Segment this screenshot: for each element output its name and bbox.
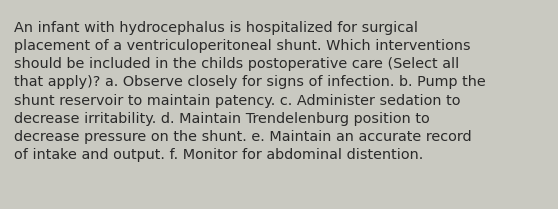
Text: An infant with hydrocephalus is hospitalized for surgical
placement of a ventric: An infant with hydrocephalus is hospital… — [14, 21, 485, 162]
